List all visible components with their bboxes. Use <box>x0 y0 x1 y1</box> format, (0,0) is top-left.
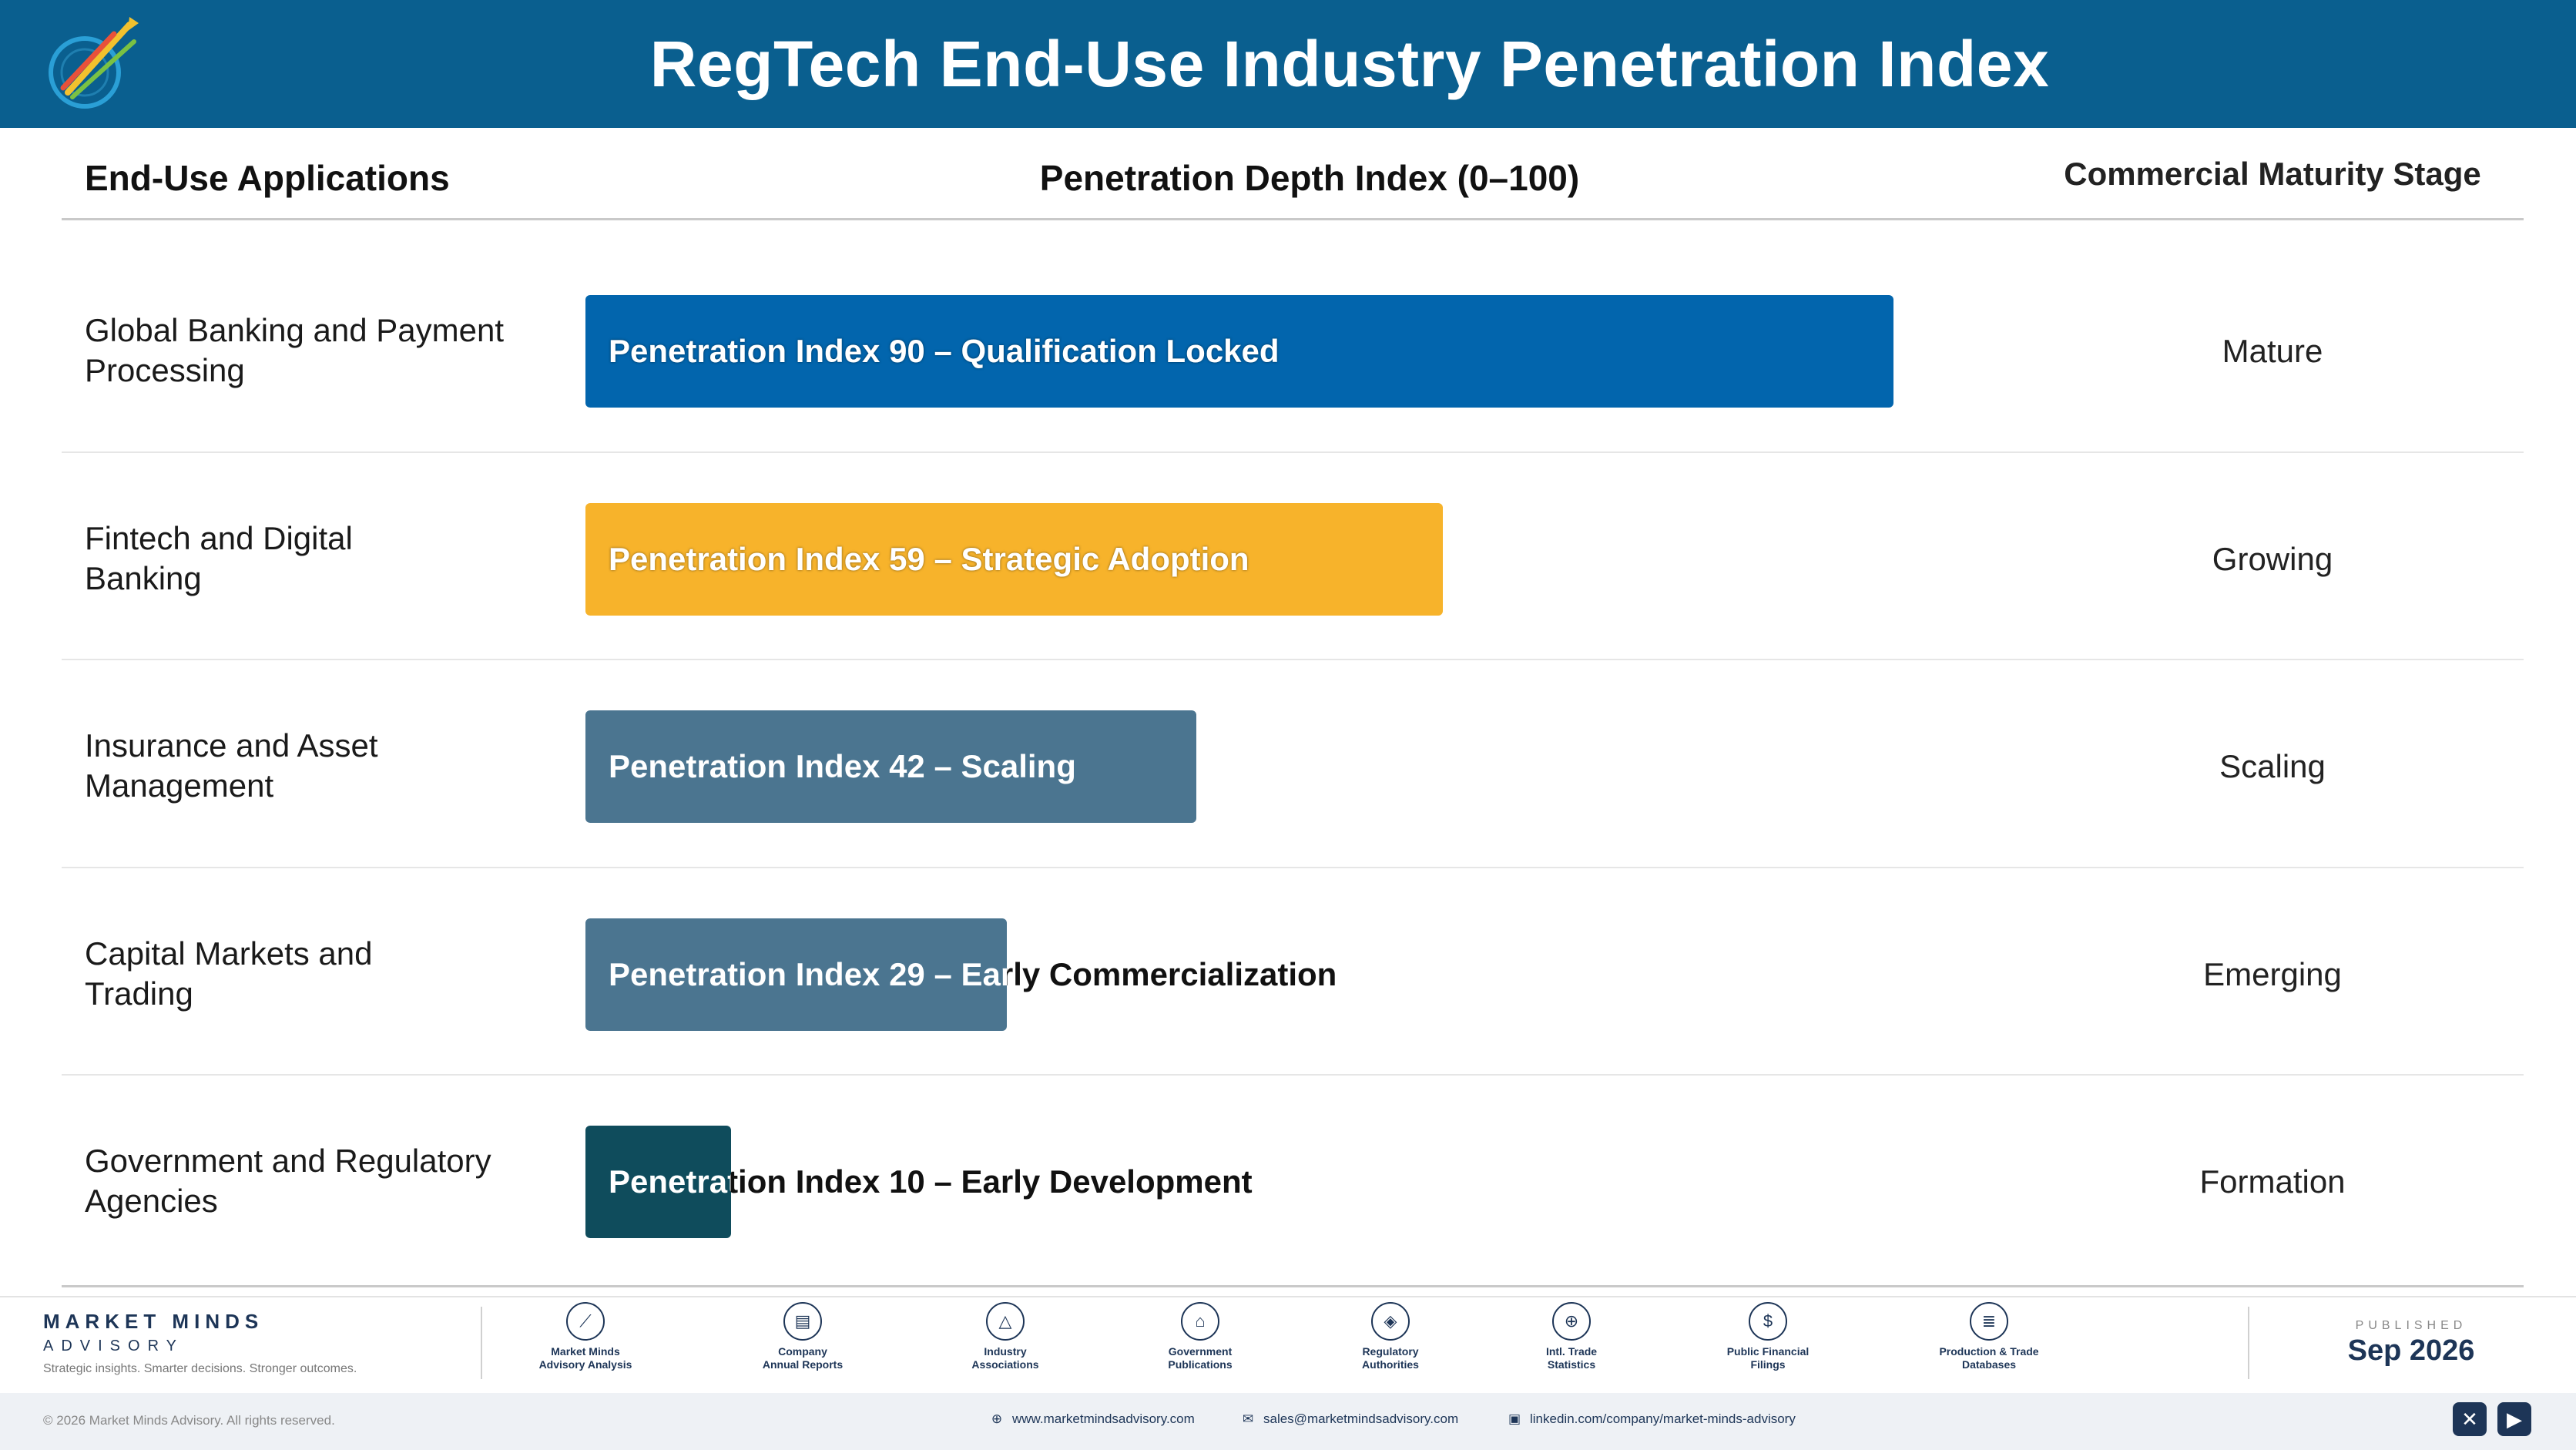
row-label-line: Fintech and Digital <box>85 519 353 556</box>
mail-icon: ✉ <box>1242 1411 1254 1426</box>
row-label-line: Banking <box>85 559 202 596</box>
website-link[interactable]: ⊕ www.marketmindsadvisory.com <box>989 1411 1195 1427</box>
column-header-applications: End-Use Applications <box>85 158 450 198</box>
row-label: Fintech and Digital Banking <box>85 519 547 599</box>
bar-data-label: Penetration Index 42 – Scaling <box>609 710 1076 823</box>
row-label-line: Management <box>85 767 274 804</box>
source-label: Public Financial Filings <box>1726 1345 1810 1371</box>
source-item: ≣ Production & Trade Databases <box>1904 1302 2074 1371</box>
row-divider <box>62 659 2524 660</box>
email-link[interactable]: ✉ sales@marketmindsadvisory.com <box>1240 1411 1458 1427</box>
maturity-stage: Growing <box>2212 540 2333 577</box>
row-label-line: Insurance and Asset <box>85 727 378 764</box>
row-divider <box>62 1074 2524 1076</box>
globe-icon: ⊕ <box>1552 1302 1591 1341</box>
page-title: RegTech End-Use Industry Penetration Ind… <box>649 27 2050 100</box>
header-divider <box>62 218 2524 220</box>
linkedin-icon: ▣ <box>1508 1411 1521 1426</box>
row-divider <box>62 451 2524 453</box>
chart-bar <box>585 295 1894 408</box>
linkedin-text: linkedin.com/company/market-minds-adviso… <box>1530 1411 1796 1426</box>
database-icon: ≣ <box>1970 1302 2008 1341</box>
source-item: ⌂ Government Publications <box>1115 1302 1285 1371</box>
trend-icon: ⟋ <box>566 1302 605 1341</box>
document-icon: ▤ <box>783 1302 822 1341</box>
source-label: Production & Trade Databases <box>1939 1345 2039 1371</box>
column-header-penetration-depth: Penetration Depth Index (0–100) <box>1039 158 1580 198</box>
footer-contact-band <box>0 1393 2576 1450</box>
bar-data-label: Penetration Index 10 – Early Development <box>609 1126 1253 1238</box>
maturity-stage: Formation <box>2199 1163 2346 1200</box>
coin-icon: $ <box>1749 1302 1787 1341</box>
copyright-text: © 2026 Market Minds Advisory. All rights… <box>43 1413 335 1428</box>
table-bottom-divider <box>62 1285 2524 1287</box>
government-building-icon: ⌂ <box>1181 1302 1219 1341</box>
website-text: www.marketmindsadvisory.com <box>1012 1411 1195 1426</box>
brand-tagline: Strategic insights. Smarter decisions. S… <box>43 1362 357 1375</box>
source-label: Company Annual Reports <box>762 1345 844 1371</box>
source-item: △ Industry Associations <box>921 1302 1090 1371</box>
source-label: Market Minds Advisory Analysis <box>538 1345 632 1371</box>
bar-data-label: Penetration Index 29 – Early Commerciali… <box>609 918 1337 1031</box>
source-item: ⟋ Market Minds Advisory Analysis <box>501 1302 670 1371</box>
row-label-line: Global Banking and Payment <box>85 312 505 348</box>
source-item: ◈ Regulatory Authorities <box>1306 1302 1475 1371</box>
bar-data-label: Penetration Index 59 – Strategic Adoptio… <box>609 540 1249 577</box>
maturity-stage: Scaling <box>2219 748 2326 784</box>
source-item: ▤ Company Annual Reports <box>718 1302 887 1371</box>
maturity-stage: Mature <box>2222 333 2323 369</box>
source-item: $ Public Financial Filings <box>1683 1302 1853 1371</box>
published-date: Sep 2026 <box>2347 1334 2475 1367</box>
published-label: PUBLISHED <box>2355 1319 2467 1332</box>
linkedin-link[interactable]: ▣ linkedin.com/company/market-minds-advis… <box>1507 1411 1796 1427</box>
company-logo-icon <box>49 17 139 109</box>
column-header-maturity-stage: Commercial Maturity Stage <box>2064 156 2481 192</box>
chart-bar <box>585 1126 731 1238</box>
source-label: Government Publications <box>1168 1345 1233 1371</box>
chart-bar <box>585 502 1444 616</box>
shield-icon: ◈ <box>1371 1302 1410 1341</box>
footer-divider-right <box>2248 1307 2249 1379</box>
source-label: Intl. Trade Statistics <box>1545 1345 1598 1371</box>
row-label-line: Agencies <box>85 1183 218 1219</box>
row-label-line: Processing <box>85 352 245 388</box>
row-label-line: Trading <box>85 975 193 1012</box>
x-social-icon[interactable]: ✕ <box>2453 1402 2487 1436</box>
footer-sources-band <box>0 1296 2576 1393</box>
youtube-social-icon[interactable]: ▶ <box>2497 1402 2531 1436</box>
header-bar: RegTech End-Use Industry Penetration Ind… <box>0 0 2576 128</box>
network-icon: △ <box>986 1302 1025 1341</box>
row-label: Global Banking and Payment Processing <box>85 310 547 391</box>
footer-divider-left <box>481 1307 482 1379</box>
globe-icon: ⊕ <box>991 1411 1003 1426</box>
row-label-line: Capital Markets and <box>85 935 373 972</box>
row-label-line: Government and Regulatory <box>85 1143 491 1179</box>
brand-name: MARKET MINDS <box>43 1310 264 1333</box>
brand-subtitle: ADVISORY <box>43 1338 184 1354</box>
email-text: sales@marketmindsadvisory.com <box>1263 1411 1459 1426</box>
row-divider <box>62 866 2524 868</box>
row-label: Insurance and Asset Management <box>85 726 547 806</box>
source-label: Industry Associations <box>971 1345 1039 1371</box>
source-label: Regulatory Authorities <box>1362 1345 1419 1371</box>
row-label: Government and Regulatory Agencies <box>85 1141 547 1221</box>
bar-data-label: Penetration Index 90 – Qualification Loc… <box>609 333 1280 369</box>
maturity-stage: Emerging <box>2203 955 2342 992</box>
chart-bar <box>585 710 1196 823</box>
row-label: Capital Markets and Trading <box>85 934 547 1014</box>
chart-bar <box>585 918 1008 1031</box>
source-item: ⊕ Intl. Trade Statistics <box>1487 1302 1656 1371</box>
